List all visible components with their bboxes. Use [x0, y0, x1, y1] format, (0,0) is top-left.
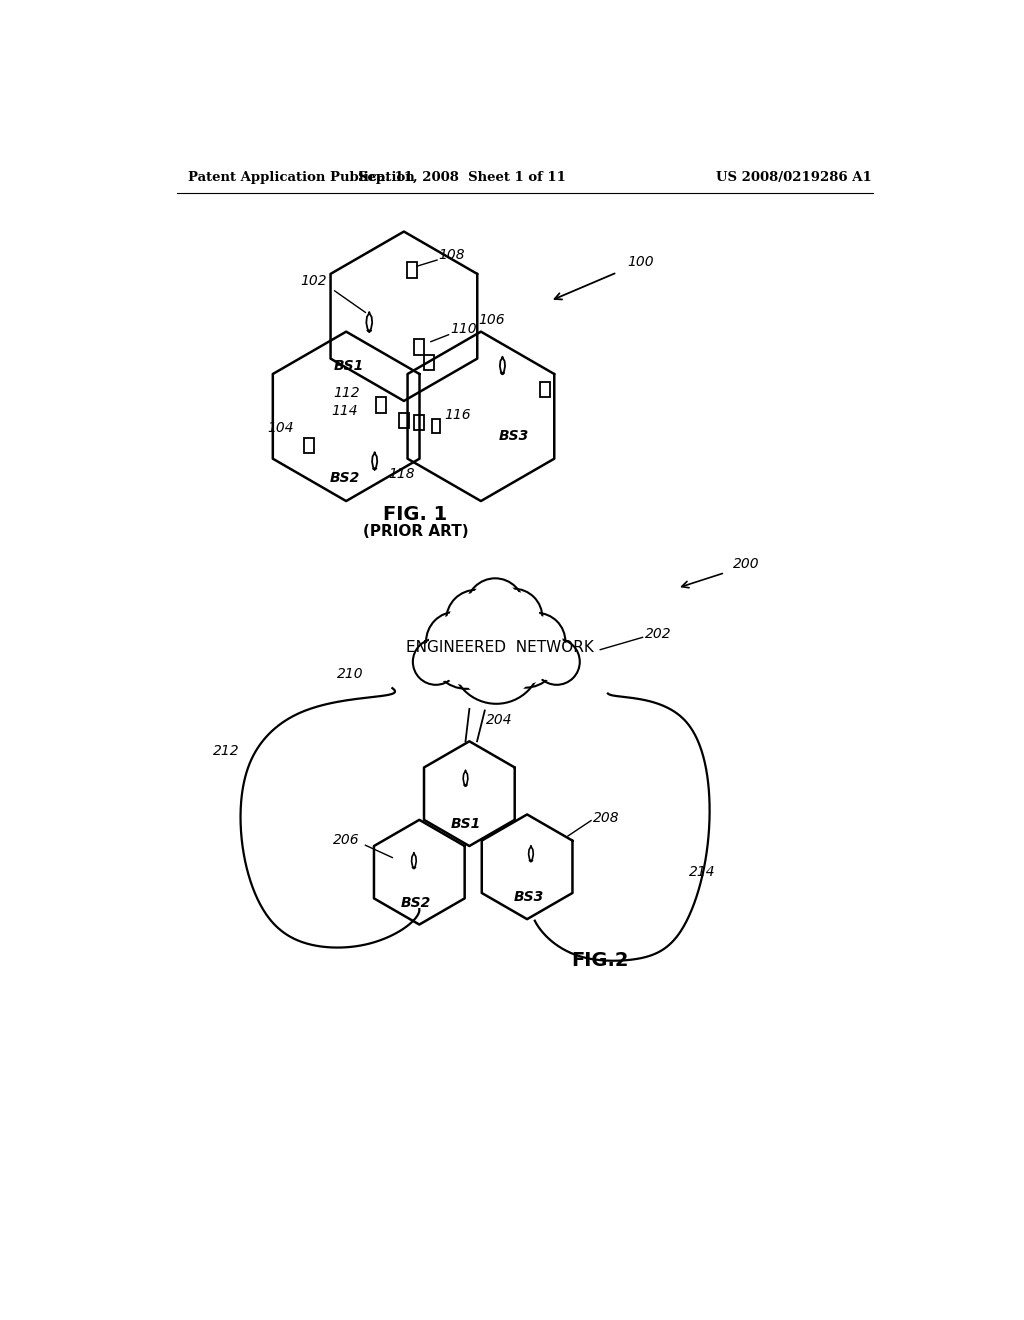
Text: 106: 106 [478, 313, 505, 327]
Text: Patent Application Publication: Patent Application Publication [188, 172, 415, 185]
Text: FIG.2: FIG.2 [571, 952, 629, 970]
Text: BS3: BS3 [499, 429, 529, 442]
Circle shape [446, 590, 506, 649]
Bar [415, 339, 424, 355]
Text: 206: 206 [334, 833, 360, 846]
Bar [407, 263, 417, 277]
Circle shape [426, 611, 486, 672]
Circle shape [534, 639, 580, 685]
Circle shape [466, 578, 524, 636]
Circle shape [537, 642, 577, 682]
Text: (PRIOR ART): (PRIOR ART) [362, 524, 468, 540]
Text: 202: 202 [645, 627, 672, 642]
Text: 108: 108 [438, 248, 465, 261]
Circle shape [431, 618, 502, 689]
Circle shape [430, 615, 482, 668]
Text: 200: 200 [733, 557, 760, 572]
Circle shape [495, 623, 555, 684]
Text: 210: 210 [337, 667, 364, 681]
Text: 204: 204 [486, 713, 513, 727]
Bar [540, 381, 550, 397]
Text: 102: 102 [300, 275, 327, 289]
Text: 110: 110 [451, 322, 477, 337]
Circle shape [452, 614, 542, 704]
Text: BS1: BS1 [451, 817, 480, 832]
Text: 212: 212 [213, 744, 240, 758]
Text: BS3: BS3 [513, 891, 544, 904]
Text: FIG. 1: FIG. 1 [383, 504, 447, 524]
Circle shape [450, 594, 503, 645]
Text: 100: 100 [628, 255, 654, 269]
Text: 118: 118 [388, 467, 415, 480]
Text: BS2: BS2 [400, 896, 430, 909]
Text: 214: 214 [689, 865, 716, 879]
Circle shape [490, 619, 560, 688]
Circle shape [457, 619, 536, 698]
Circle shape [470, 582, 520, 632]
Text: 114: 114 [331, 404, 357, 418]
Bar [376, 397, 386, 412]
Circle shape [484, 589, 543, 647]
Circle shape [435, 622, 498, 685]
Circle shape [413, 639, 459, 685]
Bar [424, 355, 434, 370]
Bar [399, 413, 409, 428]
Text: 116: 116 [444, 408, 471, 421]
Bar [304, 438, 314, 453]
Bar [432, 420, 440, 433]
Text: Sep. 11, 2008  Sheet 1 of 11: Sep. 11, 2008 Sheet 1 of 11 [357, 172, 565, 185]
Circle shape [508, 612, 565, 671]
Text: ENGINEERED  NETWORK: ENGINEERED NETWORK [407, 640, 594, 655]
Circle shape [416, 642, 456, 682]
Text: BS1: BS1 [334, 359, 364, 374]
Circle shape [511, 616, 562, 667]
Text: BS2: BS2 [330, 471, 359, 484]
Text: US 2008/0219286 A1: US 2008/0219286 A1 [716, 172, 871, 185]
Text: 208: 208 [593, 810, 620, 825]
Text: 112: 112 [334, 387, 360, 400]
Text: 104: 104 [267, 421, 294, 434]
Bar [415, 414, 424, 430]
Circle shape [488, 593, 539, 643]
